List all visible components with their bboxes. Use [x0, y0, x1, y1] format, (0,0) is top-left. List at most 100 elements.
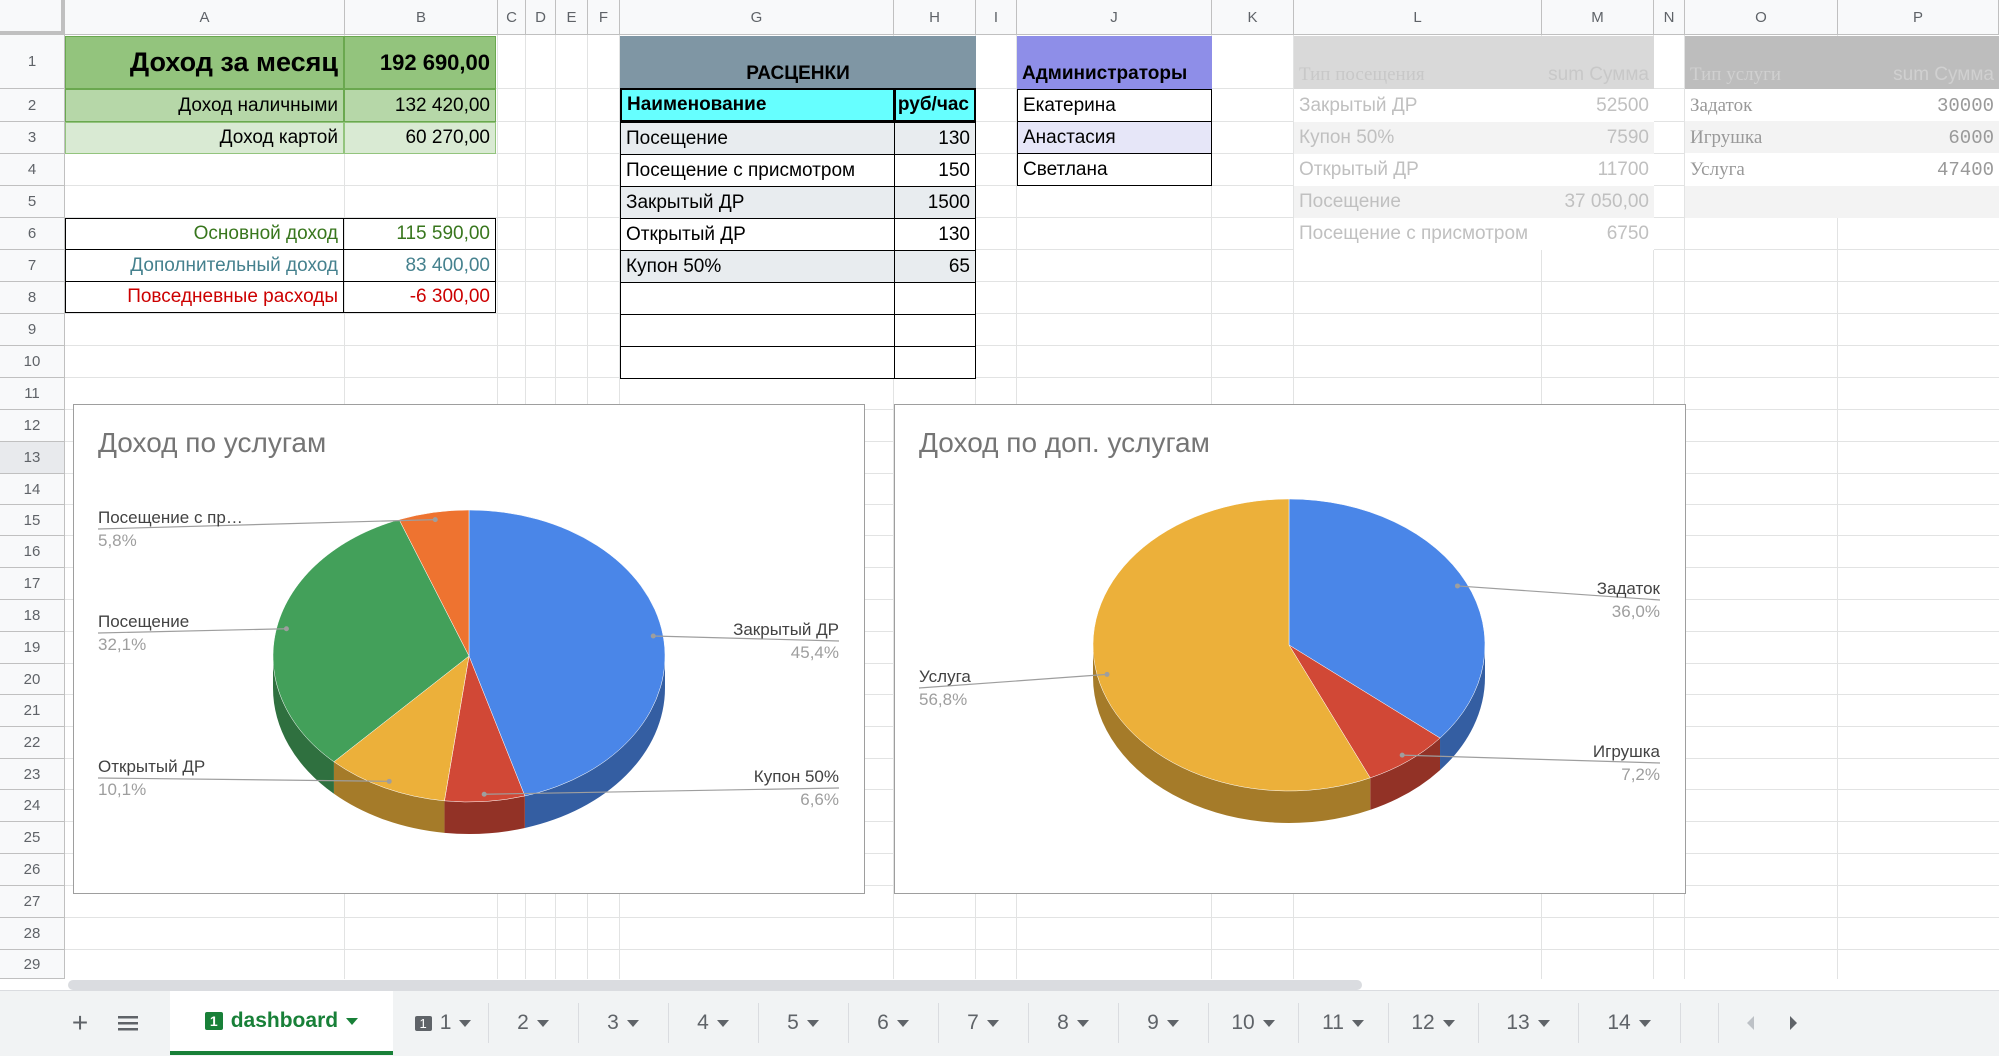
row-header-21[interactable]: 21: [0, 695, 65, 727]
pivot-visits-sum[interactable]: 11700: [1542, 154, 1654, 186]
chart-extra-services-income[interactable]: Доход по доп. услугам Задаток 36,0% Игрушк…: [894, 404, 1686, 894]
column-header-M[interactable]: M: [1542, 0, 1654, 35]
tab-sheet-14[interactable]: 14: [1578, 991, 1680, 1055]
column-header-B[interactable]: B: [345, 0, 498, 35]
price-item-rate[interactable]: 65: [894, 250, 976, 283]
add-sheet-button[interactable]: +: [60, 991, 100, 1055]
pivot-services-header-type[interactable]: Тип услуги: [1685, 36, 1838, 89]
pivot-visits-type[interactable]: Посещение с присмотром: [1294, 218, 1542, 250]
pivot-services-sum[interactable]: 47400: [1838, 153, 1999, 186]
row-header-18[interactable]: 18: [0, 600, 65, 632]
month-income-value[interactable]: 192 690,00: [344, 36, 496, 89]
tab-sheet-5[interactable]: 5: [758, 991, 848, 1055]
main-income-label[interactable]: Основной доход: [65, 218, 344, 250]
row-header-12[interactable]: 12: [0, 410, 65, 442]
tab-sheet-4[interactable]: 4: [668, 991, 758, 1055]
row-header-11[interactable]: 11: [0, 378, 65, 410]
column-header-F[interactable]: F: [588, 0, 620, 35]
pivot-services-type[interactable]: Задаток: [1685, 89, 1838, 122]
row-header-3[interactable]: 3: [0, 122, 65, 154]
admin-name[interactable]: Светлана: [1017, 153, 1212, 186]
row-header-19[interactable]: 19: [0, 632, 65, 664]
column-header-O[interactable]: O: [1685, 0, 1838, 35]
row-header-25[interactable]: 25: [0, 822, 65, 854]
prices-header-rate[interactable]: руб/час: [894, 88, 976, 122]
horizontal-scrollbar[interactable]: [68, 980, 1362, 990]
extra-income-value[interactable]: 83 400,00: [343, 249, 496, 282]
price-item-rate[interactable]: [894, 314, 976, 347]
main-income-value[interactable]: 115 590,00: [343, 218, 496, 250]
expense-value[interactable]: -6 300,00: [343, 281, 496, 313]
row-header-26[interactable]: 26: [0, 854, 65, 886]
row-header-6[interactable]: 6: [0, 218, 65, 250]
price-item-name[interactable]: Посещение: [620, 122, 895, 155]
admins-title[interactable]: Администраторы: [1017, 36, 1212, 89]
month-income-label[interactable]: Доход за месяц: [65, 36, 344, 89]
tab-sheet-11[interactable]: 11: [1298, 991, 1388, 1055]
tab-sheet-8[interactable]: 8: [1028, 991, 1118, 1055]
pivot-visits-type[interactable]: Посещение: [1294, 186, 1542, 218]
row-header-17[interactable]: 17: [0, 568, 65, 600]
price-item-rate[interactable]: 150: [894, 154, 976, 187]
expense-label[interactable]: Повседневные расходы: [65, 281, 344, 313]
row-header-16[interactable]: 16: [0, 536, 65, 568]
scroll-tabs-right-button[interactable]: [1774, 991, 1814, 1055]
all-sheets-button[interactable]: [108, 991, 148, 1055]
row-header-28[interactable]: 28: [0, 918, 65, 950]
column-header-E[interactable]: E: [556, 0, 588, 35]
row-header-10[interactable]: 10: [0, 346, 65, 378]
pivot-visits-sum[interactable]: 37 050,00: [1542, 186, 1654, 218]
pivot-services-type[interactable]: Услуга: [1685, 153, 1838, 186]
prices-title[interactable]: РАСЦЕНКИ: [620, 36, 976, 89]
pivot-visits-type[interactable]: Закрытый ДР: [1294, 89, 1542, 122]
column-header-G[interactable]: G: [620, 0, 894, 35]
pivot-services-sum[interactable]: 6000: [1838, 121, 1999, 154]
column-header-I[interactable]: I: [976, 0, 1017, 35]
price-item-rate[interactable]: 130: [894, 122, 976, 155]
price-item-name[interactable]: [620, 314, 895, 347]
row-header-15[interactable]: 15: [0, 505, 65, 536]
column-header-P[interactable]: P: [1838, 0, 1999, 35]
price-item-rate[interactable]: [894, 346, 976, 379]
pivot-services-header-sum[interactable]: sum Сумма: [1838, 36, 1999, 89]
row-header-7[interactable]: 7: [0, 250, 65, 282]
column-header-J[interactable]: J: [1017, 0, 1212, 35]
select-all-corner[interactable]: [0, 0, 65, 35]
admin-name[interactable]: Екатерина: [1017, 89, 1212, 122]
extra-income-label[interactable]: Дополнительный доход: [65, 249, 344, 282]
pivot-visits-header-type[interactable]: Тип посещения: [1294, 36, 1542, 89]
prices-header-name[interactable]: Наименование: [620, 88, 895, 122]
tab-sheet-7[interactable]: 7: [938, 991, 1028, 1055]
pivot-services-sum[interactable]: 30000: [1838, 89, 1999, 122]
tab-sheet-2[interactable]: 2: [488, 991, 578, 1055]
cash-income-label[interactable]: Доход наличными: [65, 89, 344, 122]
row-header-22[interactable]: 22: [0, 727, 65, 759]
tab-sheet-12[interactable]: 12: [1388, 991, 1478, 1055]
column-header-N[interactable]: N: [1654, 0, 1685, 35]
column-header-A[interactable]: A: [65, 0, 345, 35]
price-item-name[interactable]: [620, 346, 895, 379]
pivot-visits-sum[interactable]: 6750: [1542, 218, 1654, 250]
price-item-rate[interactable]: 1500: [894, 186, 976, 219]
price-item-name[interactable]: [620, 282, 895, 315]
tab-sheet-9[interactable]: 9: [1118, 991, 1208, 1055]
chart-services-income[interactable]: Доход по услугам Закрытый ДР 45,4% Купон 5…: [73, 404, 865, 894]
column-header-L[interactable]: L: [1294, 0, 1542, 35]
pivot-visits-sum[interactable]: 52500: [1542, 89, 1654, 122]
pivot-visits-sum[interactable]: 7590: [1542, 122, 1654, 154]
tab-sheet-3[interactable]: 3: [578, 991, 668, 1055]
admin-name[interactable]: Анастасия: [1017, 121, 1212, 154]
price-item-rate[interactable]: 130: [894, 218, 976, 251]
column-header-D[interactable]: D: [526, 0, 556, 35]
pivot-visits-type[interactable]: Открытый ДР: [1294, 154, 1542, 186]
pivot-visits-header-sum[interactable]: sum Сумма: [1542, 36, 1654, 89]
row-header-27[interactable]: 27: [0, 886, 65, 918]
column-header-K[interactable]: K: [1212, 0, 1294, 35]
row-header-13[interactable]: 13: [0, 442, 65, 474]
price-item-name[interactable]: Открытый ДР: [620, 218, 895, 251]
row-header-9[interactable]: 9: [0, 314, 65, 346]
scroll-tabs-left-button[interactable]: [1730, 991, 1770, 1055]
cash-income-value[interactable]: 132 420,00: [344, 89, 496, 122]
price-item-name[interactable]: Посещение с присмотром: [620, 154, 895, 187]
